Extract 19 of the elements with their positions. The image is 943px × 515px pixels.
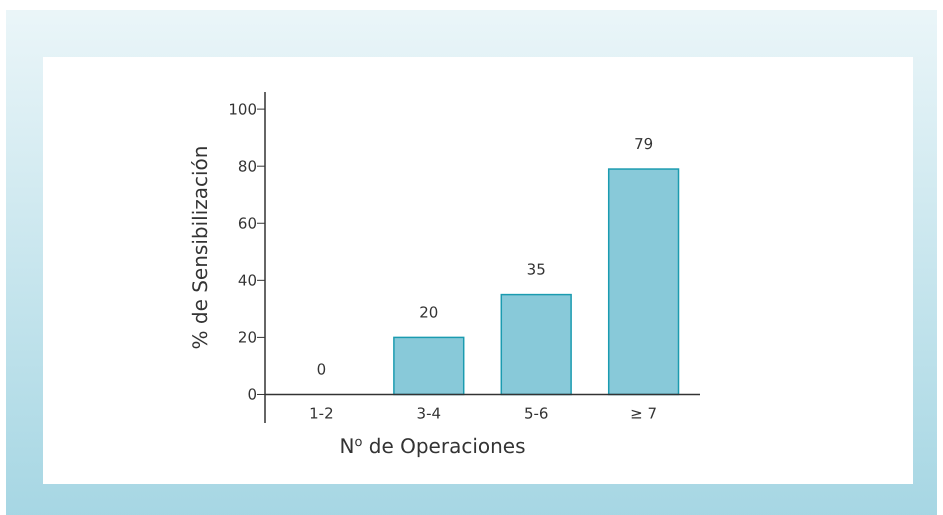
y-tick-label: 80 [238, 157, 257, 176]
bar [393, 336, 464, 396]
bar [608, 168, 680, 396]
data-label: 35 [526, 260, 546, 279]
y-tick-label: 40 [238, 272, 257, 290]
y-tick-label: 60 [238, 214, 257, 233]
x-tick-label: ≥ 7 [630, 404, 658, 422]
data-label: 0 [316, 360, 326, 378]
data-label: 79 [634, 135, 654, 154]
y-axis-title: % de Sensibilización [188, 146, 212, 350]
data-label: 20 [419, 303, 438, 322]
x-axis-title: N$^{o}$ de Operaciones [339, 434, 526, 458]
y-tick-label: 20 [238, 328, 257, 347]
y-tick-label: 0 [247, 386, 257, 404]
x-tick-label: 1-2 [309, 404, 334, 422]
x-tick-label: 5-6 [524, 404, 548, 422]
y-tick-label: 100 [228, 100, 257, 118]
x-tick-label: 3-4 [416, 404, 442, 422]
bar [500, 294, 572, 396]
